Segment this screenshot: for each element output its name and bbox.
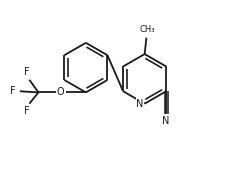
Text: F: F — [24, 106, 29, 116]
Text: O: O — [56, 87, 64, 97]
Text: F: F — [10, 86, 16, 96]
Text: CH₃: CH₃ — [139, 25, 154, 34]
Text: F: F — [24, 67, 29, 77]
Text: N: N — [162, 116, 169, 127]
Text: N: N — [135, 99, 143, 109]
